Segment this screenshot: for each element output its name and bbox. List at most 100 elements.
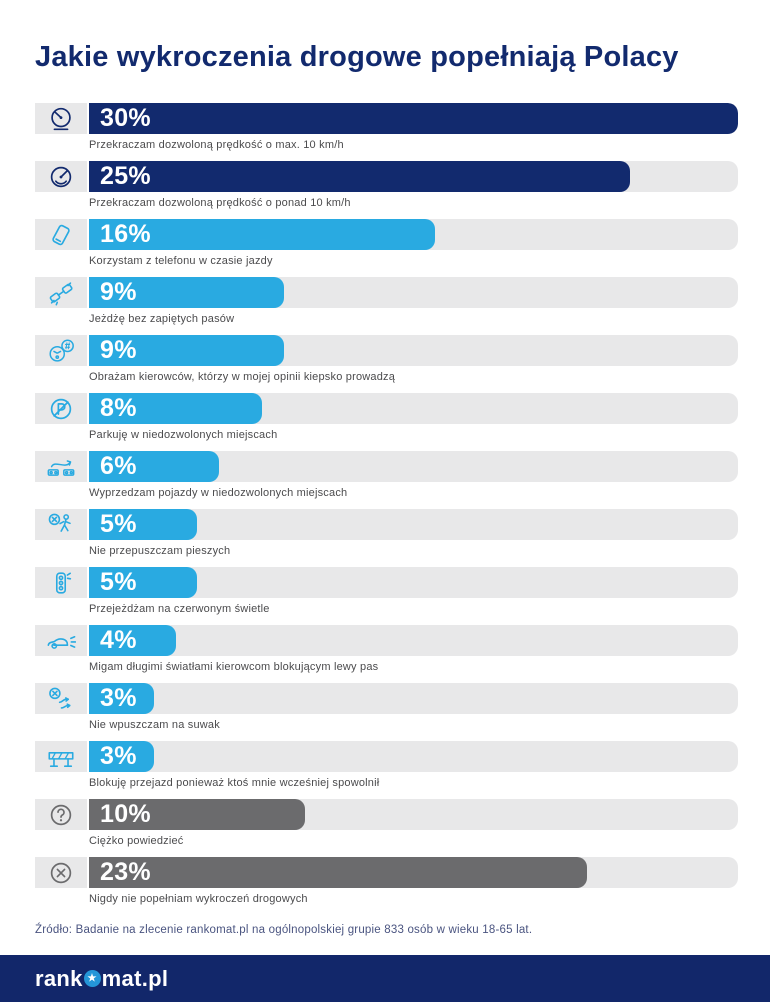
bar-value: 30% xyxy=(100,104,151,132)
bar-track: 25% xyxy=(89,161,738,192)
bar-track: 30% xyxy=(89,103,738,134)
bar-value: 10% xyxy=(100,800,151,828)
bar-label: Nie przepuszczam pieszych xyxy=(89,545,231,557)
bar: 4% xyxy=(89,625,176,656)
chart-row: 16% Korzystam z telefonu w czasie jazdy xyxy=(35,219,738,268)
chart-row: 8% Parkuję w niedozwolonych miejscach xyxy=(35,393,738,442)
bar-value: 3% xyxy=(100,742,137,770)
bar-value: 25% xyxy=(100,162,151,190)
rankomat-logo: rank ★ mat.pl xyxy=(35,966,168,992)
chart-row: 25% Przekraczam dozwoloną prędkość o pon… xyxy=(35,161,738,210)
bar-track: 5% xyxy=(89,567,738,598)
row-icon-cell xyxy=(35,161,87,192)
never-icon xyxy=(46,858,76,888)
bar-value: 8% xyxy=(100,394,137,422)
bar-value: 4% xyxy=(100,626,137,654)
bar-track: 3% xyxy=(89,741,738,772)
bar: 25% xyxy=(89,161,630,192)
bar-label: Nie wpuszczam na suwak xyxy=(89,719,220,731)
logo-star-icon: ★ xyxy=(83,970,101,987)
bar-track: 5% xyxy=(89,509,738,540)
chart-row: 9% Obrażam kierowców, którzy w mojej opi… xyxy=(35,335,738,384)
bar-track: 9% xyxy=(89,335,738,366)
row-icon-cell xyxy=(35,509,87,540)
bar: 16% xyxy=(89,219,436,250)
row-icon-cell xyxy=(35,335,87,366)
bar: 10% xyxy=(89,799,306,830)
bar: 9% xyxy=(89,335,284,366)
zipper-merge-icon xyxy=(46,684,76,714)
speedometer-icon xyxy=(46,104,76,134)
row-icon-cell xyxy=(35,683,87,714)
bar-label: Przejeżdżam na czerwonym świetle xyxy=(89,603,270,615)
row-icon-cell xyxy=(35,219,87,250)
bar-value: 6% xyxy=(100,452,137,480)
bar: 8% xyxy=(89,393,263,424)
phone-icon xyxy=(46,220,76,250)
logo-text-suffix: mat.pl xyxy=(101,965,169,991)
bar-value: 3% xyxy=(100,684,137,712)
chart-row: 3% Nie wpuszczam na suwak xyxy=(35,683,738,732)
bar-track: 4% xyxy=(89,625,738,656)
bar-label: Obrażam kierowców, którzy w mojej opinii… xyxy=(89,371,396,383)
traffic-light-icon xyxy=(46,568,76,598)
chart-row: 5% Nie przepuszczam pieszych xyxy=(35,509,738,558)
row-icon-cell xyxy=(35,277,87,308)
bar: 9% xyxy=(89,277,284,308)
chart-row: 4% Migam długimi światłami kierowcom blo… xyxy=(35,625,738,674)
bar-value: 5% xyxy=(100,510,137,538)
bar-label: Korzystam z telefonu w czasie jazdy xyxy=(89,255,273,267)
bar-track: 10% xyxy=(89,799,738,830)
bar-track: 6% xyxy=(89,451,738,482)
bar-label: Blokuję przejazd ponieważ ktoś mnie wcze… xyxy=(89,777,380,789)
bar: 6% xyxy=(89,451,219,482)
chart-row: 5% Przejeżdżam na czerwonym świetle xyxy=(35,567,738,616)
bar: 3% xyxy=(89,741,154,772)
source-note: Źródło: Badanie na zlecenie rankomat.pl … xyxy=(35,924,533,936)
row-icon-cell xyxy=(35,857,87,888)
bar-value: 16% xyxy=(100,220,151,248)
bar-value: 9% xyxy=(100,278,137,306)
row-icon-cell xyxy=(35,567,87,598)
bar-label: Parkuję w niedozwolonych miejscach xyxy=(89,429,278,441)
bar-value: 9% xyxy=(100,336,137,364)
bar-label: Nigdy nie popełniam wykroczeń drogowych xyxy=(89,893,308,905)
bar-label: Przekraczam dozwoloną prędkość o ponad 1… xyxy=(89,197,351,209)
bar-label: Wyprzedzam pojazdy w niedozwolonych miej… xyxy=(89,487,348,499)
speedometer-high-icon xyxy=(46,162,76,192)
headlights-icon xyxy=(46,626,76,656)
bar: 3% xyxy=(89,683,154,714)
bar-label: Przekraczam dozwoloną prędkość o max. 10… xyxy=(89,139,344,151)
bar-label: Jeżdżę bez zapiętych pasów xyxy=(89,313,235,325)
bar-track: 8% xyxy=(89,393,738,424)
overtake-icon xyxy=(46,452,76,482)
bar-track: 9% xyxy=(89,277,738,308)
chart-row: 6% Wyprzedzam pojazdy w niedozwolonych m… xyxy=(35,451,738,500)
bar: 5% xyxy=(89,509,198,540)
row-icon-cell xyxy=(35,451,87,482)
bar-track: 3% xyxy=(89,683,738,714)
bar-label: Ciężko powiedzieć xyxy=(89,835,184,847)
bar: 23% xyxy=(89,857,587,888)
row-icon-cell xyxy=(35,625,87,656)
bar: 30% xyxy=(89,103,738,134)
bar-label: Migam długimi światłami kierowcom blokuj… xyxy=(89,661,379,673)
footer-bar: rank ★ mat.pl xyxy=(0,955,770,1002)
seatbelt-icon xyxy=(46,278,76,308)
bar-track: 16% xyxy=(89,219,738,250)
logo-text-prefix: rank xyxy=(35,965,83,991)
chart-row: 9% Jeżdżę bez zapiętych pasów xyxy=(35,277,738,326)
no-parking-icon xyxy=(46,394,76,424)
row-icon-cell xyxy=(35,799,87,830)
bar-value: 5% xyxy=(100,568,137,596)
road-barrier-icon xyxy=(46,742,76,772)
chart-row: 3% Blokuję przejazd ponieważ ktoś mnie w… xyxy=(35,741,738,790)
star-glyph: ★ xyxy=(87,973,97,984)
bar-value: 23% xyxy=(100,858,151,886)
page-title: Jakie wykroczenia drogowe popełniają Pol… xyxy=(35,41,679,73)
pedestrian-icon xyxy=(46,510,76,540)
chart-row: 30% Przekraczam dozwoloną prędkość o max… xyxy=(35,103,738,152)
bar-track: 23% xyxy=(89,857,738,888)
row-icon-cell xyxy=(35,103,87,134)
